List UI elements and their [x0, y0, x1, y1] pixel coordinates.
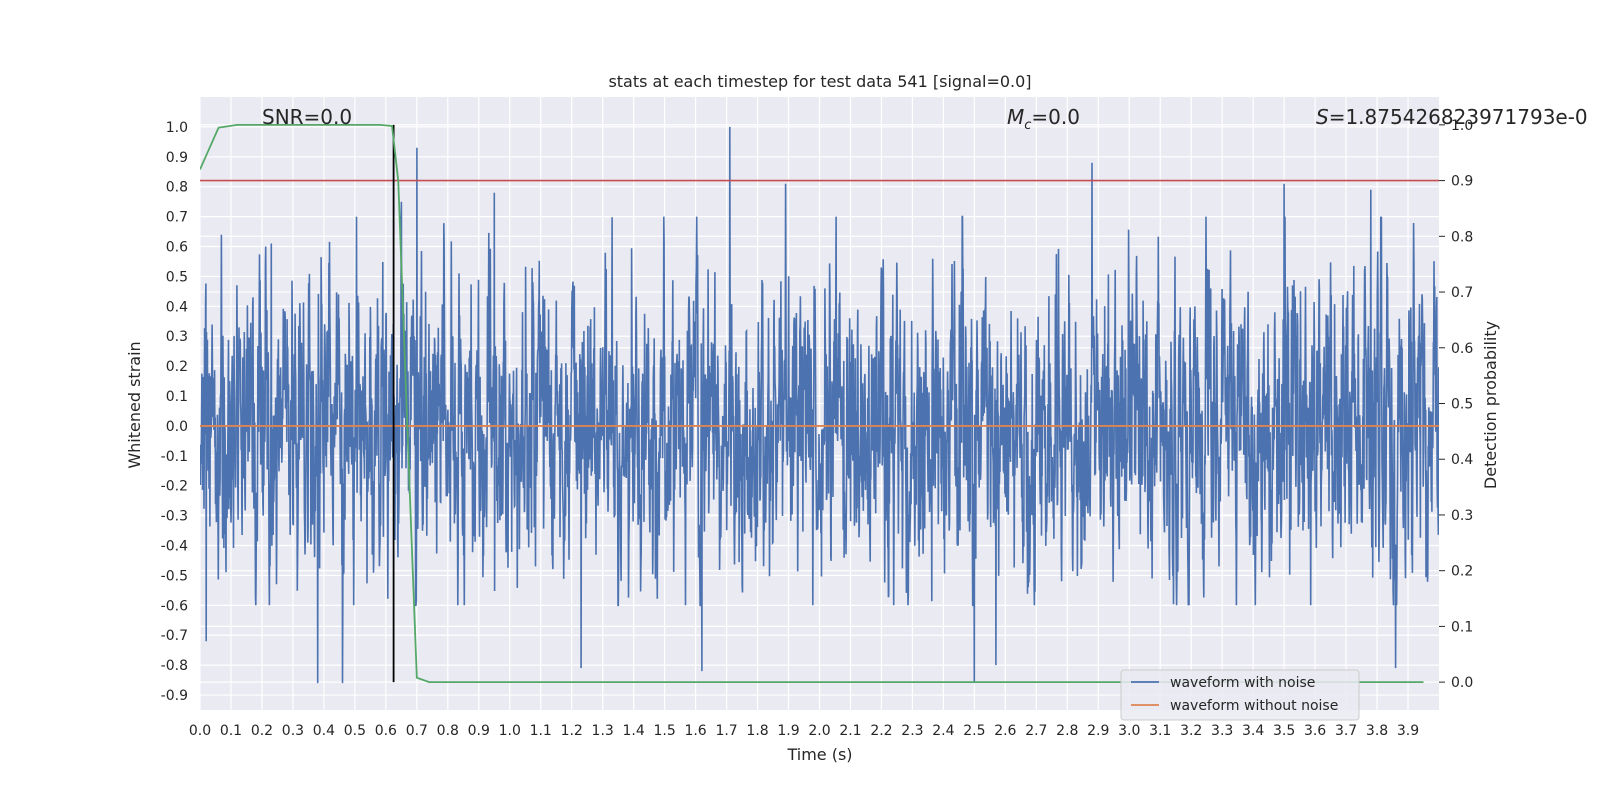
- x-tick-label: 0.6: [375, 723, 397, 739]
- y2-tick-labels: 1.0 0.9 0.8 0.7 0.6 0.5 0.4 0.3 0.2 0.1 0.0: [1439, 118, 1473, 691]
- x-tick-label: 0.2: [251, 723, 273, 739]
- noise-waveform-line: [200, 126, 1439, 684]
- mc-annotation: Mc=0.0: [1007, 105, 1080, 133]
- y-tick-label: -0.2: [161, 479, 188, 495]
- y2-tick-label: 0.4: [1451, 452, 1473, 468]
- y-tick-label: -0.4: [161, 539, 188, 555]
- y-tick-labels: 1.0 0.9 0.8 0.7 0.6 0.5 0.4 0.3 0.2 0.1 0.0 -0.1 -0.…: [161, 120, 188, 704]
- x-tick-label: 3.4: [1242, 723, 1264, 739]
- x-tick-label: 1.0: [499, 723, 521, 739]
- y2-tick-label: 0.1: [1451, 619, 1473, 635]
- x-tick-label: 1.5: [653, 723, 675, 739]
- x-tick-label: 3.2: [1180, 723, 1202, 739]
- x-tick-label: 2.6: [994, 723, 1016, 739]
- x-tick-label: 1.7: [715, 723, 737, 739]
- x-tick-label: 1.9: [777, 723, 799, 739]
- legend-label-clean: waveform without noise: [1170, 698, 1338, 714]
- x-tick-label: 3.7: [1335, 723, 1357, 739]
- x-tick-label: 0.8: [437, 723, 459, 739]
- x-tick-label: 3.8: [1366, 723, 1388, 739]
- x-tick-label: 0.3: [282, 723, 304, 739]
- x-tick-label: 1.8: [746, 723, 768, 739]
- y2-tick-label: 0.7: [1451, 285, 1473, 301]
- y-tick-label: 0.7: [166, 210, 188, 226]
- x-tick-label: 1.1: [530, 723, 552, 739]
- mc-symbol: M: [1007, 105, 1024, 129]
- x-tick-label: 1.4: [623, 723, 645, 739]
- y-tick-label: -0.8: [161, 658, 188, 674]
- y-tick-label: 0.5: [166, 269, 188, 285]
- x-tick-label: 2.5: [963, 723, 985, 739]
- x-tick-label: 0.4: [313, 723, 335, 739]
- x-tick-label: 0.5: [344, 723, 366, 739]
- x-tick-label: 3.0: [1118, 723, 1140, 739]
- x-tick-label: 2.4: [932, 723, 954, 739]
- legend: waveform with noise waveform without noi…: [1120, 669, 1360, 721]
- y-axis-label: Whitened strain: [125, 341, 144, 468]
- x-tick-label: 3.9: [1397, 723, 1419, 739]
- s-symbol: S: [1316, 105, 1329, 129]
- x-tick-label: 3.6: [1304, 723, 1326, 739]
- y-tick-label: 0.4: [166, 299, 188, 315]
- x-tick-label: 1.2: [561, 723, 583, 739]
- legend-label-noise: waveform with noise: [1170, 675, 1315, 691]
- y-tick-label: 0.1: [166, 389, 188, 405]
- x-tick-label: 3.1: [1149, 723, 1171, 739]
- detection-probability-line: [200, 123, 1424, 684]
- noise-waveform-series: [200, 126, 1439, 684]
- y-tick-label: -0.7: [161, 628, 188, 644]
- x-tick-label: 2.2: [870, 723, 892, 739]
- y2-tick-label: 0.2: [1451, 564, 1473, 580]
- x-tick-label: 2.3: [901, 723, 923, 739]
- y-tick-label: 0.0: [166, 419, 188, 435]
- s-annotation: S=1.875426823971793e-0: [1316, 105, 1588, 129]
- y2-tick-label: 0.0: [1451, 675, 1473, 691]
- y-tick-label: 1.0: [166, 120, 188, 136]
- y-tick-label: -0.1: [161, 449, 188, 465]
- x-tick-label: 0.9: [468, 723, 490, 739]
- y-tick-label: -0.3: [161, 509, 188, 525]
- y-tick-label: 0.6: [166, 240, 188, 256]
- chart-title: stats at each timestep for test data 541…: [608, 72, 1031, 91]
- y-tick-label: -0.5: [161, 568, 188, 584]
- x-tick-label: 2.0: [808, 723, 830, 739]
- y-tick-label: 0.2: [166, 359, 188, 375]
- x-tick-label: 3.5: [1273, 723, 1295, 739]
- x-tick-label: 2.1: [839, 723, 861, 739]
- x-axis-label: Time (s): [786, 745, 852, 764]
- probability-series: [200, 123, 1424, 684]
- legend-box: [1120, 669, 1360, 721]
- y2-tick-label: 1.0: [1451, 118, 1473, 134]
- snr-annotation: SNR=0.0: [262, 105, 352, 129]
- y-tick-label: 0.8: [166, 180, 188, 196]
- y2-tick-label: 0.6: [1451, 341, 1473, 357]
- x-tick-label: 2.8: [1056, 723, 1078, 739]
- x-tick-labels: 0.0 0.1 0.2 0.3 0.4 0.5 0.6 0.7 0.8 0.9 1.0 1.1 1.2 1…: [189, 723, 1419, 739]
- y2-tick-label: 0.9: [1451, 174, 1473, 190]
- y-tick-label: -0.9: [161, 688, 188, 704]
- y2-axis-label: Detection probability: [1481, 321, 1500, 489]
- mc-value: =0.0: [1031, 105, 1080, 129]
- x-tick-label: 2.9: [1087, 723, 1109, 739]
- y2-tick-label: 0.8: [1451, 229, 1473, 245]
- x-tick-label: 0.7: [406, 723, 428, 739]
- mc-subscript: c: [1024, 118, 1031, 133]
- x-tick-label: 2.7: [1025, 723, 1047, 739]
- s-value: =1.875426823971793e-0: [1329, 105, 1588, 129]
- y-tick-label: 0.3: [166, 329, 188, 345]
- x-tick-label: 1.6: [684, 723, 706, 739]
- y-tick-label: -0.6: [161, 598, 188, 614]
- x-tick-label: 1.3: [592, 723, 614, 739]
- x-tick-label: 0.0: [189, 723, 211, 739]
- y-tick-label: 0.9: [166, 150, 188, 166]
- y2-tick-label: 0.5: [1451, 397, 1473, 413]
- x-tick-label: 0.1: [220, 723, 242, 739]
- x-tick-label: 3.3: [1211, 723, 1233, 739]
- y2-tick-label: 0.3: [1451, 508, 1473, 524]
